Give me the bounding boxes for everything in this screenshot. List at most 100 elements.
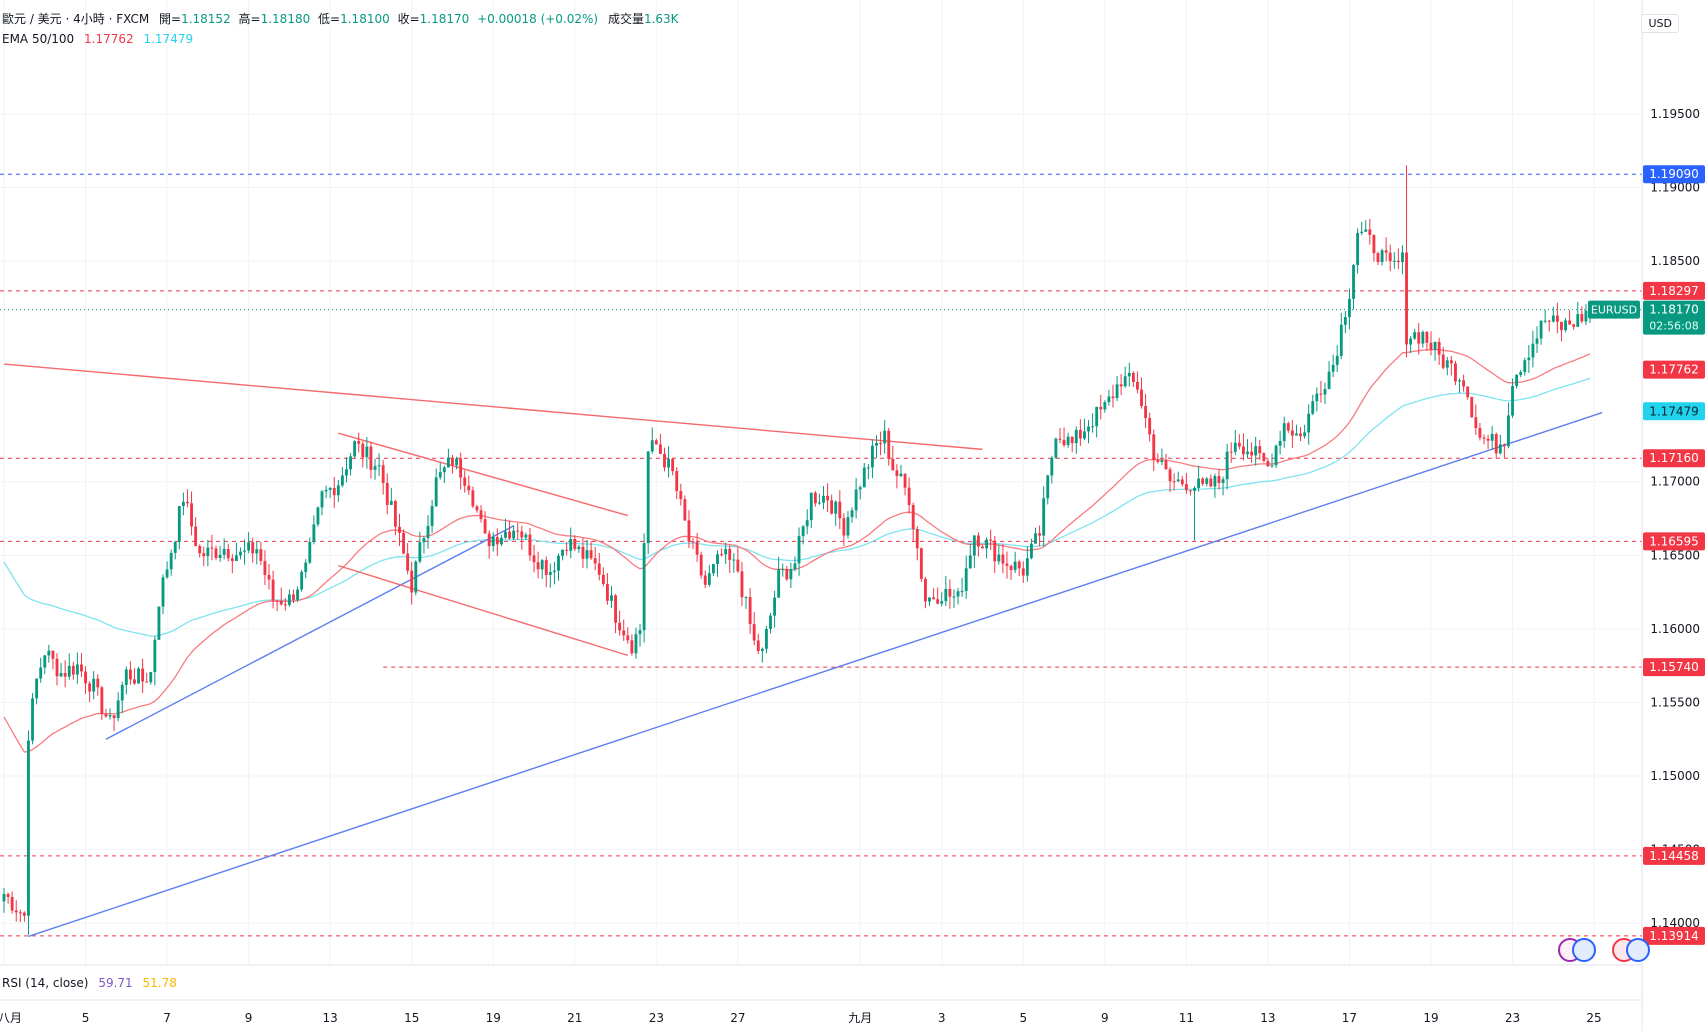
candle-body	[153, 639, 157, 673]
x-tick-label: 15	[404, 1011, 419, 1025]
currency-button[interactable]: USD	[1641, 14, 1679, 33]
candle-body	[1331, 364, 1335, 372]
candle-body	[414, 561, 418, 593]
candle-body	[528, 534, 532, 556]
candle-body	[1213, 476, 1217, 487]
candle-body	[373, 466, 377, 470]
candle-body	[1323, 389, 1327, 395]
candle-body	[634, 634, 638, 654]
candle-body	[1193, 487, 1196, 491]
candle-body	[1095, 406, 1099, 427]
candle-body	[71, 665, 75, 675]
candle-body	[822, 495, 825, 503]
candle-body	[516, 530, 520, 532]
candle-body	[1066, 436, 1070, 446]
candle-body	[524, 534, 528, 538]
candle-body	[626, 635, 630, 641]
candle-body	[687, 520, 691, 542]
symbol-tag: EURUSD	[1591, 304, 1637, 317]
candle-body	[84, 671, 87, 684]
candle-body	[870, 445, 874, 468]
level-tag: 1.14458	[1649, 849, 1699, 863]
rsi-value: 59.71	[98, 976, 133, 990]
candle-body	[716, 554, 719, 565]
low-value: 1.18100	[340, 12, 390, 26]
candle-body	[1176, 479, 1180, 482]
candle-body	[287, 594, 291, 605]
candle-body	[202, 553, 206, 557]
candle-body	[1299, 433, 1302, 437]
candle-body	[308, 541, 312, 563]
x-tick-label: 23	[649, 1011, 664, 1025]
candle-body	[324, 489, 328, 492]
candle-body	[1123, 376, 1127, 387]
symbol-title[interactable]: 歐元 / 美元 · 4小時 · FXCM	[2, 12, 150, 26]
candle-body	[357, 441, 361, 444]
candle-body	[1197, 478, 1201, 488]
ema50-value: 1.17762	[84, 32, 134, 46]
candle-body	[1478, 427, 1482, 438]
candle-body	[1335, 355, 1339, 365]
candle-body	[1384, 250, 1388, 253]
candle-body	[960, 591, 964, 593]
candle-body	[22, 912, 26, 916]
candle-body	[234, 555, 238, 561]
settings-icon[interactable]	[1626, 938, 1650, 962]
candle-body	[1486, 438, 1490, 441]
candle-body	[1054, 438, 1058, 458]
candle-body	[128, 669, 132, 680]
candle-body	[769, 615, 772, 629]
candle-body	[59, 673, 63, 677]
candle-body	[1009, 565, 1013, 571]
candle-body	[1180, 479, 1184, 485]
candle-body	[646, 451, 650, 544]
candle-body	[638, 630, 642, 635]
candle-body	[972, 535, 976, 556]
candle-body	[569, 539, 573, 551]
candle-body	[585, 550, 589, 559]
candle-body	[1433, 341, 1437, 350]
candle-body	[226, 548, 230, 559]
ema-label: EMA 50/100	[2, 32, 75, 46]
level-tag-bg	[1643, 846, 1705, 865]
ema-legend[interactable]: EMA 50/100 1.17762 1.17479	[2, 32, 199, 46]
candle-body	[141, 668, 145, 682]
candle-body	[797, 536, 801, 564]
trendline	[3, 363, 983, 451]
candle-body	[736, 559, 740, 572]
candle-body	[1005, 563, 1009, 566]
close-label: 收=	[397, 12, 420, 26]
candle-body	[467, 485, 471, 491]
y-tick-label: 1.17000	[1650, 475, 1700, 489]
candle-body	[512, 530, 516, 539]
candle-body	[173, 541, 177, 553]
candle-body	[895, 470, 899, 477]
candle-body	[263, 560, 267, 575]
candle-body	[1152, 434, 1156, 461]
rsi-legend[interactable]: RSI (14, close) 59.71 51.78	[2, 976, 183, 990]
candle-body	[801, 526, 805, 537]
candle-body	[1087, 426, 1090, 432]
candle-body	[830, 500, 834, 514]
candle-body	[67, 665, 71, 677]
candle-body	[1356, 232, 1360, 266]
candle-body	[1519, 372, 1523, 375]
candle-body	[1209, 478, 1213, 487]
candle-body	[1233, 442, 1237, 452]
candle-body	[353, 441, 357, 457]
candle-body	[1348, 298, 1351, 318]
tradingview-logo-icon[interactable]	[1572, 938, 1596, 962]
candle-body	[703, 575, 707, 585]
candle-body	[475, 506, 479, 511]
candle-body	[883, 430, 887, 444]
candle-body	[389, 501, 393, 505]
candle-body	[365, 446, 369, 458]
ema100-line	[3, 377, 1591, 637]
ema-tag: 1.17762	[1649, 363, 1699, 377]
candle-body	[471, 490, 475, 507]
candle-body	[495, 537, 499, 545]
candle-body	[459, 458, 463, 478]
current-price-tag-bg	[1643, 300, 1705, 335]
candle-body	[924, 578, 927, 602]
